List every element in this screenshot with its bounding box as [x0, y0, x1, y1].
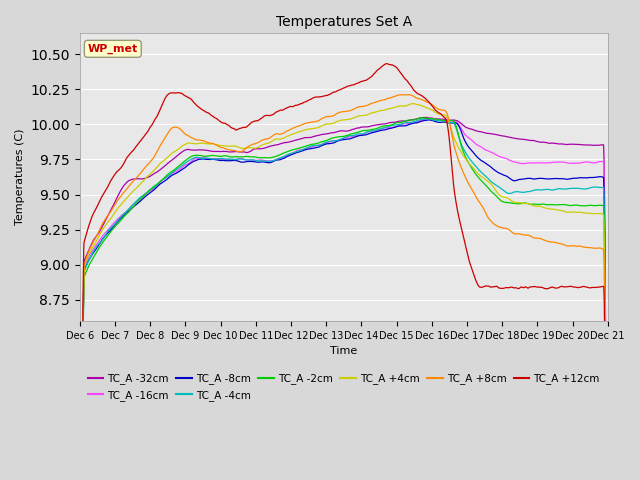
- Line: TC_A -2cm: TC_A -2cm: [80, 118, 608, 480]
- TC_A -2cm: [417, 115, 425, 120]
- X-axis label: Time: Time: [330, 346, 357, 356]
- TC_A +12cm: [103, 186, 111, 192]
- Text: WP_met: WP_met: [88, 44, 138, 54]
- TC_A +8cm: [405, 92, 413, 97]
- TC_A +12cm: [589, 285, 596, 290]
- TC_A +8cm: [589, 245, 596, 251]
- TC_A -16cm: [319, 141, 326, 147]
- TC_A -4cm: [103, 230, 111, 236]
- TC_A -32cm: [423, 115, 431, 120]
- TC_A -4cm: [319, 141, 326, 147]
- TC_A -8cm: [319, 143, 326, 148]
- TC_A +8cm: [319, 115, 326, 121]
- TC_A +12cm: [333, 88, 340, 94]
- TC_A +4cm: [409, 101, 417, 107]
- TC_A -4cm: [423, 116, 431, 121]
- TC_A -16cm: [333, 138, 340, 144]
- TC_A -8cm: [426, 117, 433, 123]
- TC_A +4cm: [589, 211, 596, 216]
- TC_A -16cm: [492, 152, 500, 157]
- Line: TC_A -4cm: TC_A -4cm: [80, 119, 608, 480]
- TC_A -2cm: [103, 234, 111, 240]
- Y-axis label: Temperatures (C): Temperatures (C): [15, 129, 25, 225]
- Line: TC_A -32cm: TC_A -32cm: [80, 118, 608, 480]
- TC_A -2cm: [319, 139, 326, 144]
- TC_A -32cm: [492, 132, 500, 137]
- TC_A -32cm: [319, 132, 326, 137]
- TC_A -32cm: [589, 143, 596, 148]
- TC_A -16cm: [426, 116, 434, 121]
- Title: Temperatures Set A: Temperatures Set A: [276, 15, 412, 29]
- TC_A +4cm: [103, 220, 111, 226]
- TC_A -16cm: [589, 160, 596, 166]
- TC_A +12cm: [492, 284, 500, 289]
- TC_A -32cm: [589, 143, 596, 148]
- Line: TC_A +12cm: TC_A +12cm: [80, 64, 608, 480]
- TC_A -4cm: [589, 184, 596, 190]
- TC_A -8cm: [589, 175, 596, 180]
- TC_A -4cm: [589, 184, 596, 190]
- TC_A +4cm: [589, 211, 596, 216]
- TC_A -8cm: [492, 168, 500, 174]
- TC_A -8cm: [333, 139, 340, 144]
- TC_A -4cm: [492, 182, 500, 188]
- TC_A +8cm: [492, 222, 500, 228]
- Legend: TC_A -32cm, TC_A -16cm, TC_A -8cm, TC_A -4cm, TC_A -2cm, TC_A +4cm, TC_A +8cm, T: TC_A -32cm, TC_A -16cm, TC_A -8cm, TC_A …: [83, 370, 604, 405]
- TC_A +12cm: [589, 285, 596, 290]
- TC_A -2cm: [589, 203, 596, 208]
- TC_A -32cm: [103, 215, 111, 221]
- TC_A -2cm: [333, 134, 340, 140]
- TC_A +4cm: [333, 119, 340, 124]
- TC_A +4cm: [492, 188, 500, 193]
- TC_A -2cm: [589, 203, 596, 208]
- TC_A -8cm: [589, 175, 596, 180]
- TC_A -2cm: [492, 192, 500, 198]
- TC_A +8cm: [333, 111, 340, 117]
- TC_A -16cm: [103, 228, 111, 234]
- TC_A -16cm: [589, 160, 596, 166]
- TC_A -4cm: [333, 138, 340, 144]
- Line: TC_A +4cm: TC_A +4cm: [80, 104, 608, 480]
- TC_A +8cm: [103, 214, 111, 220]
- TC_A +4cm: [319, 122, 326, 128]
- Line: TC_A +8cm: TC_A +8cm: [80, 95, 608, 480]
- Line: TC_A -16cm: TC_A -16cm: [80, 119, 608, 480]
- TC_A +12cm: [383, 61, 390, 67]
- TC_A +12cm: [319, 94, 326, 99]
- Line: TC_A -8cm: TC_A -8cm: [80, 120, 608, 480]
- TC_A -32cm: [333, 129, 340, 135]
- TC_A +8cm: [589, 245, 596, 251]
- TC_A -8cm: [103, 231, 111, 237]
